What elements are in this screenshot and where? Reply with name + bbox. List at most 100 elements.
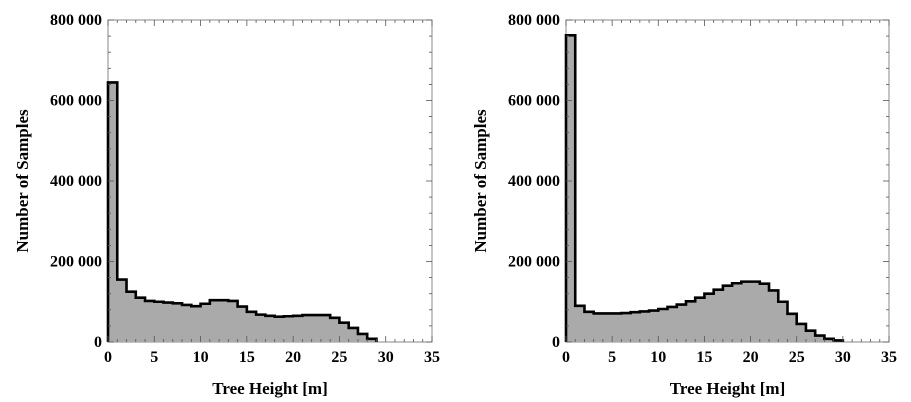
y-tick-label: 800 000 [508, 12, 560, 29]
histogram-bin [575, 305, 585, 342]
x-axis-label: Tree Height [m] [670, 379, 786, 398]
x-axis: 0 5 10 15 20 25 30 35 [104, 20, 440, 366]
histogram-bin [658, 308, 668, 342]
histogram-bin [566, 35, 576, 343]
histogram-bin [135, 297, 146, 342]
x-axis-label: Tree Height [m] [212, 379, 328, 398]
histogram-bin [283, 316, 294, 342]
plot-frame [107, 19, 433, 343]
histogram-bin [630, 312, 640, 342]
histogram-bin [722, 285, 733, 342]
histogram-bin [302, 315, 312, 342]
x-tick-label: 0 [104, 349, 112, 366]
x-tick-label: 30 [835, 349, 851, 366]
y-axis-label: Number of Samples [471, 109, 490, 253]
histogram-bin [750, 281, 760, 342]
histogram-bin [219, 300, 229, 342]
histogram-bin [824, 338, 834, 342]
histogram-bin [741, 281, 751, 342]
histogram-bin [805, 330, 816, 342]
histogram-bin [676, 304, 686, 342]
y-tick-label: 0 [94, 334, 102, 351]
histogram-bin [621, 313, 631, 342]
histogram-bin [126, 291, 136, 342]
histogram-bin [339, 322, 349, 342]
histogram-bin [293, 315, 303, 342]
histogram-bin [108, 82, 118, 342]
histogram-bin [759, 283, 770, 342]
x-tick-label: 35 [424, 349, 440, 366]
x-axis: 0 5 10 15 20 25 30 35 [562, 20, 897, 366]
histogram-bin [787, 313, 797, 342]
histogram-bin [584, 311, 594, 342]
histogram-bin [367, 338, 377, 342]
histogram-outline [106, 81, 378, 342]
histogram-bin [117, 279, 127, 342]
x-tick-label: 10 [650, 349, 666, 366]
histogram-bin [191, 306, 201, 342]
y-axis: 0 200 000 400 000 600 000 800 000 [508, 12, 889, 351]
histogram-bin [200, 303, 210, 342]
histogram-bin [612, 313, 622, 342]
histogram-bin [649, 310, 659, 342]
histogram-bin [154, 301, 164, 342]
histogram-bin [796, 323, 806, 342]
histogram-bin [732, 283, 742, 342]
x-tick-label: 30 [378, 349, 394, 366]
histogram-bin [274, 316, 284, 342]
histogram-bin [265, 315, 275, 342]
chart-panel-1: 0 5 10 15 20 25 30 35 0 200 000 400 000 600 000 800 … [13, 12, 440, 398]
y-tick-label: 400 000 [508, 173, 560, 190]
histogram-bins [108, 82, 377, 342]
histogram-bin [311, 315, 321, 342]
x-tick-label: 25 [331, 349, 347, 366]
histogram-bin [237, 306, 247, 342]
y-tick-label: 400 000 [50, 173, 102, 190]
histogram-bins [566, 35, 843, 343]
histogram-bin [209, 300, 220, 342]
x-tick-label: 35 [881, 349, 897, 366]
y-tick-label: 600 000 [50, 93, 102, 110]
histogram-bin [256, 314, 266, 342]
histogram-outline [564, 34, 845, 342]
histogram-bin [778, 301, 788, 342]
histogram-bin [685, 301, 696, 342]
chart-panel-2: 0 5 10 15 20 25 30 35 0 200 000 400 000 600 000 800 … [471, 12, 897, 398]
histogram-bin [172, 303, 183, 342]
histogram-bin [182, 304, 192, 342]
histogram-bin [815, 335, 825, 342]
histogram-bin [357, 333, 368, 342]
y-tick-label: 0 [552, 334, 560, 351]
histogram-bin [695, 297, 705, 342]
x-tick-label: 20 [743, 349, 759, 366]
x-tick-label: 0 [562, 349, 570, 366]
histogram-bin [246, 311, 257, 342]
x-tick-label: 15 [239, 349, 255, 366]
y-tick-label: 200 000 [508, 254, 560, 271]
y-axis: 0 200 000 400 000 600 000 800 000 [50, 12, 432, 351]
histogram-bin [145, 300, 155, 342]
histogram-bin [667, 306, 677, 342]
histogram-bin [639, 311, 650, 342]
histogram-bin [330, 317, 340, 342]
histogram-bin [769, 290, 779, 342]
histogram-bin [320, 315, 331, 342]
histogram-bin [602, 313, 613, 342]
x-tick-label: 5 [608, 349, 616, 366]
histogram-bin [228, 300, 238, 342]
histogram-bin [348, 327, 358, 342]
x-tick-label: 25 [789, 349, 805, 366]
y-axis-label: Number of Samples [13, 109, 32, 253]
y-tick-label: 800 000 [50, 12, 102, 29]
y-tick-label: 600 000 [508, 93, 560, 110]
y-tick-label: 200 000 [50, 254, 102, 271]
x-tick-label: 15 [696, 349, 712, 366]
histogram-bin [704, 293, 714, 342]
histogram-bin [163, 302, 173, 342]
x-tick-label: 20 [285, 349, 301, 366]
x-tick-label: 10 [193, 349, 209, 366]
histogram-bin [713, 289, 723, 342]
x-tick-label: 5 [150, 349, 158, 366]
histogram-bin [593, 313, 603, 342]
